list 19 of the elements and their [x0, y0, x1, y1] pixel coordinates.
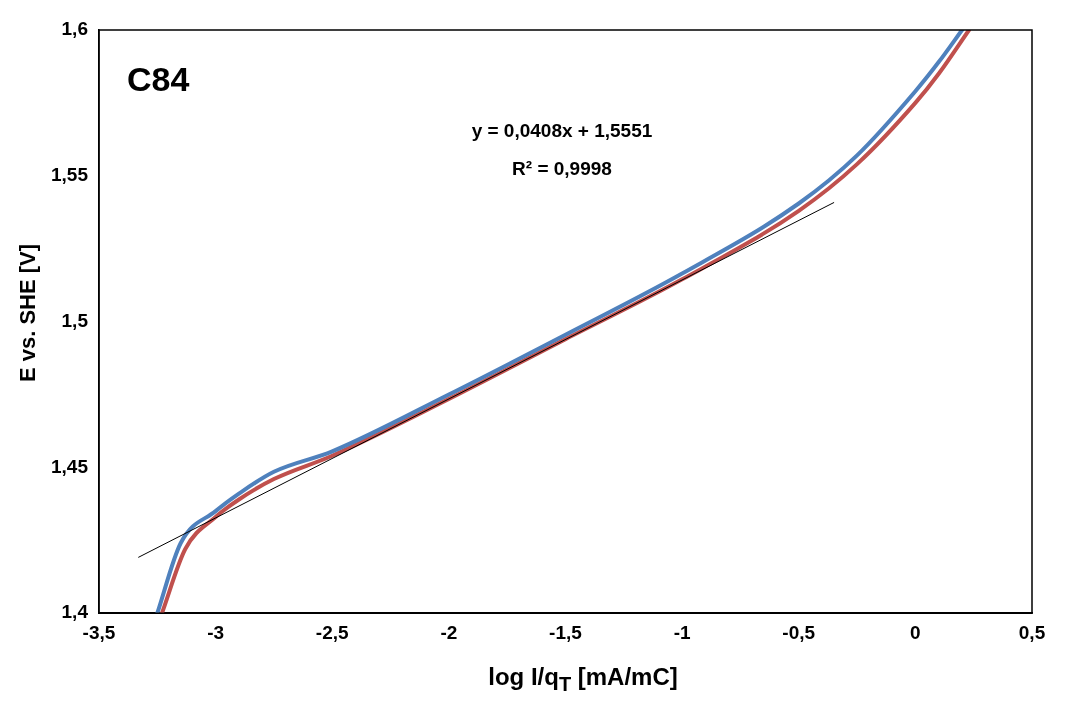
annotation: R² = 0,9998 — [512, 158, 612, 180]
y-tick-label: 1,5 — [61, 309, 89, 331]
y-axis-title: E vs. SHE [V] — [15, 243, 41, 383]
y-tick-label: 1,6 — [61, 18, 88, 40]
y-tick-label: 1,45 — [51, 455, 89, 477]
annotation: y = 0,0408x + 1,5551 — [471, 120, 653, 142]
y-tick-label: 1,55 — [51, 164, 89, 186]
x-tick-label: -0,5 — [782, 621, 816, 643]
x-tick-label: -1 — [673, 621, 691, 643]
y-tick-label: 1,4 — [61, 601, 89, 623]
x-tick-label: -2,5 — [315, 621, 350, 643]
x-tick-label: -3,5 — [82, 621, 116, 643]
x-axis-title: log I/q$_{T}$ [mA/mC] — [487, 663, 679, 696]
x-tick-label: 0,5 — [1018, 621, 1046, 643]
x-tick-label: -1,5 — [549, 621, 583, 643]
x-tick-label: -3 — [207, 621, 225, 643]
x-tick-label: 0 — [910, 621, 921, 643]
x-tick-label: -2 — [440, 621, 458, 643]
annotation: C84 — [126, 60, 190, 99]
